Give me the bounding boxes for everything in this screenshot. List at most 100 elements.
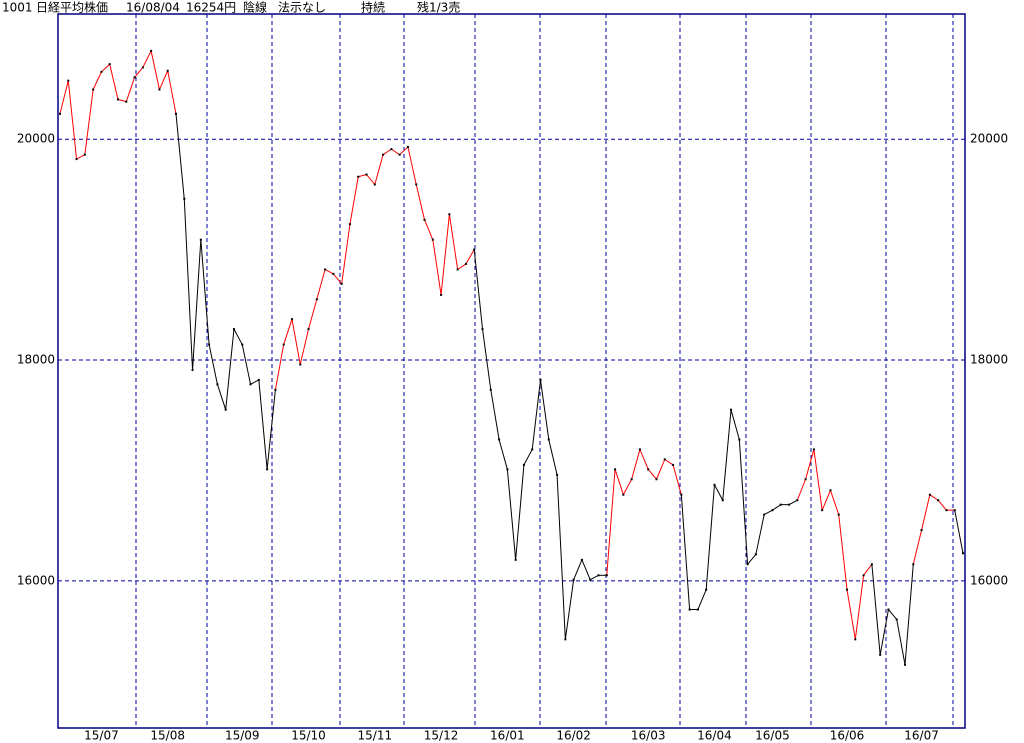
point	[390, 148, 393, 151]
point	[464, 262, 467, 265]
line-segment	[258, 379, 268, 470]
line-segment	[250, 379, 260, 385]
line-segment	[117, 98, 127, 103]
line-segment	[299, 328, 310, 365]
line-segment	[523, 449, 533, 466]
point	[663, 458, 666, 461]
line-segment	[805, 449, 815, 480]
line-segment	[796, 479, 807, 501]
line-segment	[490, 389, 500, 440]
point	[315, 298, 318, 301]
point	[580, 558, 583, 561]
line-segment	[92, 71, 102, 90]
x-tick-label: 15/09	[225, 729, 260, 743]
point	[373, 183, 376, 186]
line-segment	[954, 510, 964, 554]
point	[771, 509, 774, 512]
point	[854, 638, 857, 641]
x-tick-label: 15/07	[84, 729, 119, 743]
line-segment	[714, 484, 724, 501]
x-tick-label: 16/05	[755, 729, 790, 743]
line-segment	[366, 174, 376, 185]
point	[514, 558, 517, 561]
line-segment	[175, 113, 185, 199]
line-segment	[167, 70, 177, 114]
point	[879, 653, 882, 656]
point	[688, 608, 691, 611]
point	[589, 578, 592, 581]
point	[216, 383, 219, 386]
point	[556, 473, 559, 476]
line-segment	[937, 499, 947, 511]
remain: 残1/3売	[417, 0, 460, 15]
point	[738, 438, 741, 441]
line-segment	[465, 249, 475, 265]
line-segment	[59, 80, 69, 114]
point	[224, 408, 227, 411]
line-segment	[76, 154, 86, 160]
point	[705, 588, 708, 591]
line-segment	[415, 184, 426, 220]
point	[539, 378, 542, 381]
line-segment	[382, 148, 392, 156]
line-segment	[407, 146, 417, 185]
point	[83, 153, 86, 156]
point	[290, 318, 293, 321]
point	[622, 493, 625, 496]
line-segment	[540, 379, 550, 440]
line-segment	[531, 379, 541, 450]
line-segment	[788, 499, 798, 506]
point	[713, 483, 716, 486]
point	[183, 197, 186, 200]
line-segment	[374, 154, 384, 185]
point	[746, 563, 749, 566]
point	[597, 574, 600, 577]
y-tick-label: 18000	[17, 353, 55, 367]
line-segment	[183, 198, 194, 370]
point	[655, 478, 658, 481]
status: 持続	[361, 0, 385, 15]
line-segment	[324, 269, 334, 275]
x-tick-label: 16/04	[697, 729, 732, 743]
line-segment	[747, 554, 757, 565]
y-tick-label-right: 16000	[970, 573, 1008, 587]
point	[779, 503, 782, 506]
signal: 法示なし	[278, 1, 326, 15]
point	[928, 493, 931, 496]
line-segment	[506, 469, 517, 560]
line-segment	[921, 494, 931, 531]
line-segment	[192, 239, 202, 370]
point	[108, 63, 111, 66]
point	[605, 574, 608, 577]
point	[796, 499, 799, 502]
point	[895, 618, 898, 621]
y-tick-label-right: 20000	[970, 132, 1008, 146]
point	[531, 448, 534, 451]
line-segment	[871, 564, 881, 655]
line-segment	[283, 319, 293, 345]
point	[266, 468, 269, 471]
point	[307, 328, 310, 331]
point	[59, 112, 61, 115]
point	[340, 282, 343, 285]
line-segment	[606, 469, 616, 576]
line-segment	[573, 559, 583, 580]
point	[158, 88, 161, 91]
point	[116, 98, 119, 101]
line-segment	[341, 224, 351, 284]
line-segment	[672, 464, 682, 495]
line-segment	[358, 174, 367, 178]
line-segment	[854, 575, 865, 640]
line-segment	[904, 564, 914, 665]
point	[348, 223, 351, 226]
line-segment	[639, 449, 649, 470]
point	[282, 343, 285, 346]
point	[431, 238, 434, 241]
line-segment	[614, 469, 624, 495]
point	[630, 478, 633, 481]
point	[257, 378, 260, 381]
point	[456, 268, 459, 271]
line-segment	[647, 468, 657, 480]
line-segment	[158, 70, 169, 90]
line-segment	[548, 439, 558, 475]
